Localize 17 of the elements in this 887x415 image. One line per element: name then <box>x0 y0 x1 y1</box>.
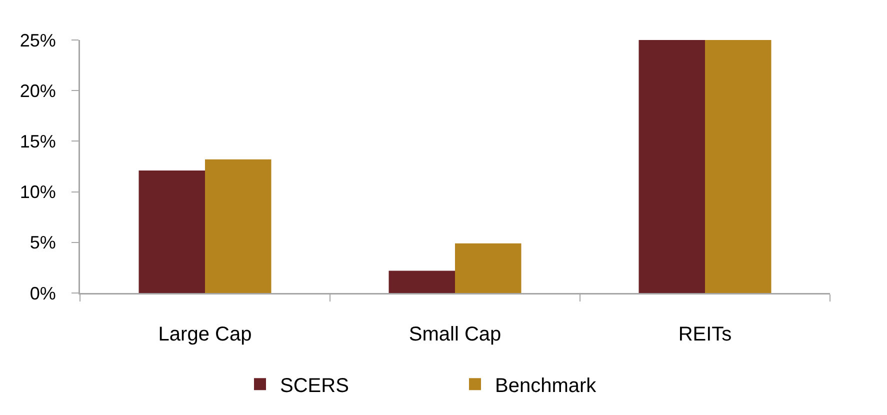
x-tick-label: Small Cap <box>408 324 502 346</box>
bar <box>638 40 705 293</box>
bar <box>455 243 522 293</box>
y-tick-label: 20% <box>20 80 56 101</box>
y-tick-label: 15% <box>20 132 56 152</box>
x-tick-label: REITs <box>678 324 732 346</box>
bar <box>705 40 772 293</box>
bar <box>138 170 205 293</box>
bar <box>388 270 455 293</box>
x-tick-label: Large Cap <box>158 324 252 346</box>
y-tick-label: 25% <box>20 30 56 50</box>
bar <box>205 159 272 293</box>
y-tick-label: 5% <box>30 232 56 253</box>
y-tick-label: 0% <box>30 283 56 304</box>
legend-label: Benchmark <box>495 374 598 397</box>
legend-label: SCERS <box>280 374 349 397</box>
y-tick-label: 10% <box>20 182 56 202</box>
